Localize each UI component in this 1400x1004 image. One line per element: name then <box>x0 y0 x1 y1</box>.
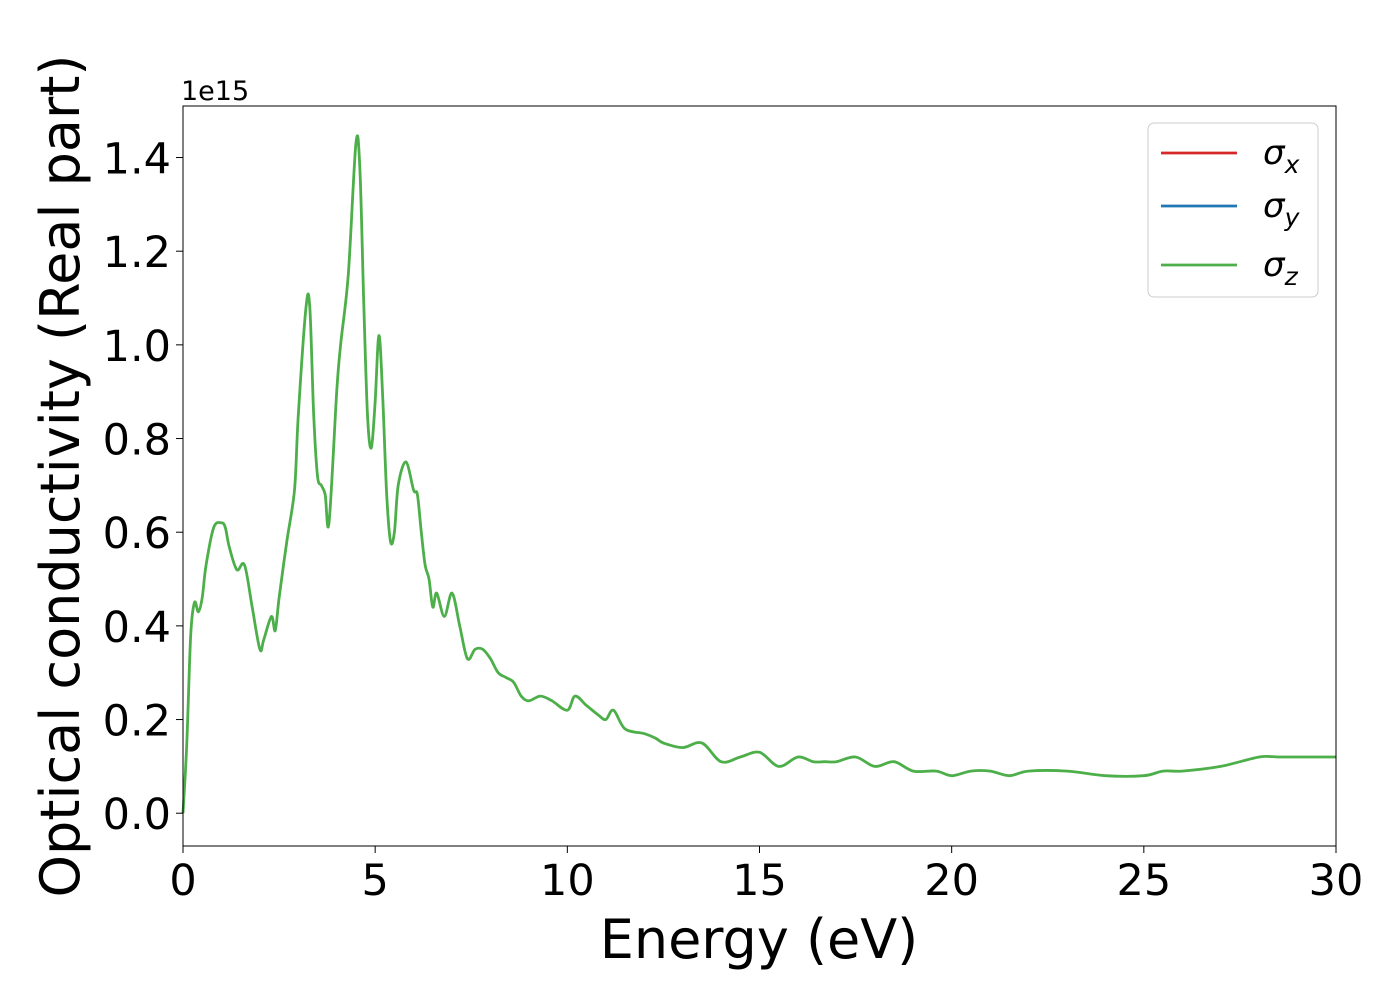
y-tick-label: 0.6 <box>103 509 171 559</box>
y-tick-label: 1.0 <box>103 322 171 372</box>
x-tick-label: 30 <box>1309 856 1364 906</box>
y-tick-label: 0.2 <box>103 697 171 747</box>
legend-label-y: σy <box>1263 186 1301 232</box>
legend-label-subscript: z <box>1284 262 1299 291</box>
series-line-z <box>181 134 1336 814</box>
x-tick-label: 0 <box>169 856 196 906</box>
x-axis-ticks: 0 5 10 15 20 25 30 <box>169 846 1363 906</box>
x-tick-label: 20 <box>924 856 979 906</box>
legend-label-symbol: σ <box>1263 133 1286 173</box>
x-tick-label: 25 <box>1116 856 1171 906</box>
legend-box <box>1147 122 1319 298</box>
x-tick-label: 10 <box>540 856 595 906</box>
x-axis-label: Energy (eV) <box>600 908 919 971</box>
legend-label-symbol: σ <box>1263 245 1286 285</box>
y-tick-label: 0.4 <box>103 603 171 653</box>
y-tick-label: 0.0 <box>103 790 171 840</box>
legend-label-z: σz <box>1263 245 1299 291</box>
legend-label-x: σx <box>1263 133 1300 179</box>
x-tick-label: 5 <box>361 856 388 906</box>
legend-label-subscript: y <box>1284 203 1301 232</box>
y-tick-label: 1.2 <box>103 228 171 278</box>
x-tick-label: 15 <box>732 856 787 906</box>
plot-area <box>183 106 1336 846</box>
y-tick-label: 1.4 <box>103 135 171 185</box>
legend-label-symbol: σ <box>1263 186 1286 226</box>
legend-label-subscript: x <box>1284 150 1300 179</box>
y-tick-label: 0.8 <box>103 416 171 466</box>
y-axis-label: Optical conductivity (Real part) <box>29 55 92 898</box>
y-offset-text: 1e15 <box>181 76 249 107</box>
y-axis-ticks: 0.0 0.2 0.4 0.6 0.8 1.0 1.2 1.4 <box>103 135 183 840</box>
series-layer <box>181 134 1336 814</box>
